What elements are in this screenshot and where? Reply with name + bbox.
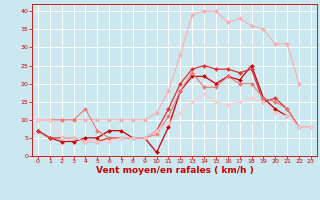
- X-axis label: Vent moyen/en rafales ( km/h ): Vent moyen/en rafales ( km/h ): [96, 166, 253, 175]
